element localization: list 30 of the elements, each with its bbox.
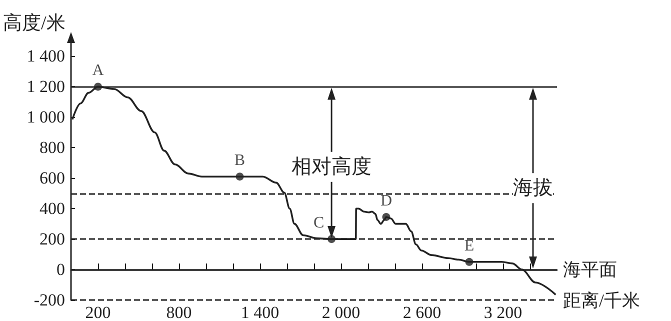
x-tick-label: 3 200 <box>484 303 522 321</box>
point <box>236 172 244 181</box>
y-tick-label: 1 200 <box>26 77 65 96</box>
y-tick-label: 0 <box>56 260 65 280</box>
x-axis-title: 距离/千米 <box>563 290 640 311</box>
data-label: A <box>92 62 104 80</box>
point <box>465 258 474 266</box>
data-label: E <box>464 237 474 254</box>
point <box>382 212 390 221</box>
y-tick-label: 400 <box>40 199 65 218</box>
ref-line-label: 海平面 <box>563 260 617 280</box>
point <box>328 235 336 244</box>
annotation: 海拔 <box>513 177 553 200</box>
data-label: C <box>314 214 324 232</box>
x-tick-label: 2 000 <box>322 303 360 321</box>
data-label: D <box>380 192 392 210</box>
y-tick-label: -200 <box>34 290 65 310</box>
y-tick-label: 600 <box>40 168 65 188</box>
annotation: 相对高度 <box>292 154 372 178</box>
y-axis-title: 高度/米 <box>3 12 66 34</box>
x-tick-label: 200 <box>85 303 111 321</box>
x-tick-label: 1 400 <box>240 303 280 321</box>
x-tick-label: 800 <box>166 303 192 321</box>
y-tick-label: 1 000 <box>26 108 65 127</box>
point <box>94 82 102 91</box>
x-tick-label: 2 600 <box>402 303 442 321</box>
y-tick-label: 200 <box>40 230 65 249</box>
y-tick-label: 800 <box>40 138 65 158</box>
data-label: B <box>234 152 246 170</box>
y-tick-label: 1 400 <box>26 46 65 66</box>
